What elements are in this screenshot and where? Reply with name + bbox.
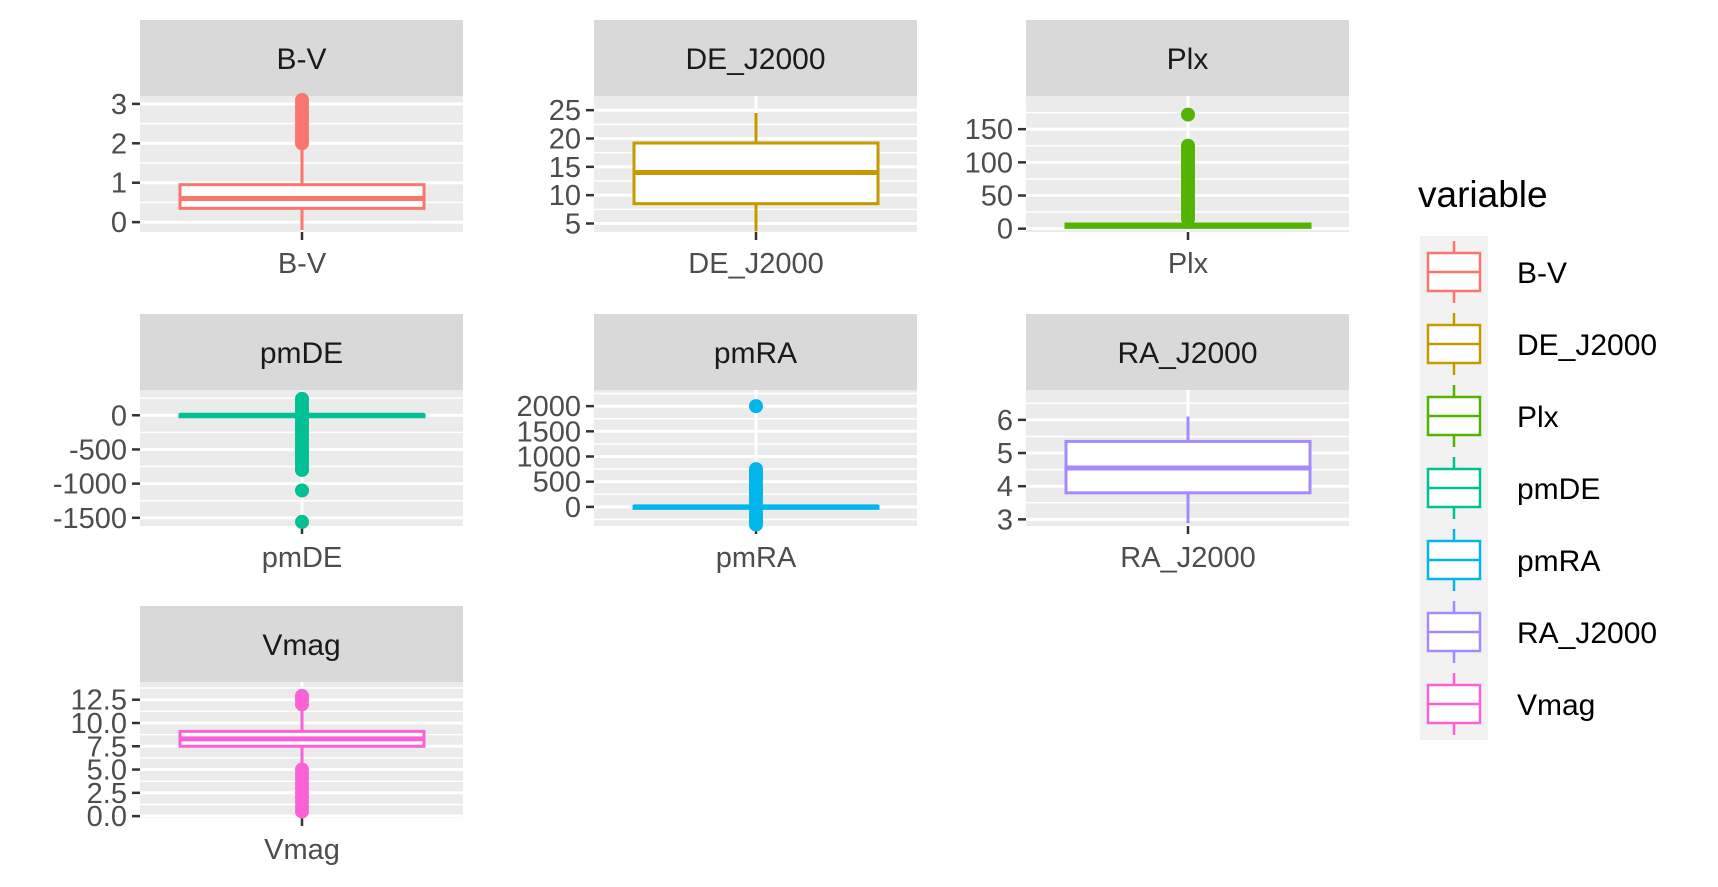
legend-item-ra-j2000: RA_J2000 — [1420, 596, 1657, 668]
legend-label: RA_J2000 — [1517, 617, 1657, 650]
y-tick-label: 0 — [111, 207, 127, 239]
outlier-point — [295, 514, 309, 529]
y-tick-label: 2000 — [516, 391, 581, 423]
legend: variable B-V DE_J2000 Plx pmDE pmRA RA_J2000 Vm… — [1418, 174, 1657, 740]
legend-label: Plx — [1517, 401, 1559, 434]
facet-strip — [140, 606, 463, 682]
y-tick-label: 4 — [997, 471, 1013, 503]
y-tick-label: 150 — [965, 114, 1013, 146]
y-tick-label: 5 — [565, 209, 581, 241]
legend-title: variable — [1418, 174, 1548, 215]
y-tick-label: 1 — [111, 168, 127, 200]
y-tick-label: 3 — [111, 89, 127, 121]
y-tick-label: 1000 — [516, 441, 581, 473]
y-tick-label: 1500 — [516, 416, 581, 448]
x-tick-label: pmRA — [716, 542, 797, 574]
y-tick-label: 25 — [549, 95, 581, 127]
y-tick-label: 20 — [549, 124, 581, 156]
x-tick-label: RA_J2000 — [1120, 542, 1255, 574]
legend-label: B-V — [1517, 257, 1567, 290]
facet-panel-vmag: Vmag 0.02.55.07.510.012.5 Vmag — [71, 606, 463, 866]
y-tick-label: 10.0 — [71, 708, 127, 740]
x-tick-label: Vmag — [264, 834, 340, 866]
y-tick-label: -1000 — [53, 469, 127, 501]
outlier-point — [749, 399, 763, 414]
y-tick-label: 6 — [997, 405, 1013, 437]
facet-strip-label: Vmag — [262, 629, 340, 662]
outlier-point — [295, 762, 309, 777]
outlier-point — [1181, 107, 1195, 122]
legend-item-pmra: pmRA — [1420, 524, 1600, 596]
outlier-point — [295, 391, 309, 406]
facet-strip — [594, 314, 917, 390]
y-tick-label: -500 — [69, 434, 127, 466]
outlier-point — [295, 483, 309, 498]
legend-label: Vmag — [1517, 689, 1595, 722]
x-tick-label: DE_J2000 — [688, 248, 823, 280]
facet-panel-b-v: B-V 0 1 2 3 B-V — [111, 20, 463, 280]
y-tick-label: 10 — [549, 180, 581, 212]
y-tick-label: 500 — [533, 467, 581, 499]
facet-strip-label: pmDE — [260, 337, 343, 370]
legend-item-plx: Plx — [1420, 380, 1559, 452]
x-tick-label: B-V — [278, 248, 327, 280]
y-tick-label: 50 — [981, 181, 1013, 213]
legend-item-de-j2000: DE_J2000 — [1420, 308, 1657, 380]
y-tick-label: -1500 — [53, 503, 127, 535]
y-tick-label: 5.0 — [87, 755, 127, 787]
facet-strip — [140, 20, 463, 96]
legend-item-vmag: Vmag — [1420, 668, 1595, 740]
outlier-point — [749, 462, 763, 477]
y-tick-label: 15 — [549, 152, 581, 184]
facet-strip — [1026, 20, 1349, 96]
x-tick-label: pmDE — [262, 542, 343, 574]
facet-strip-label: Plx — [1167, 43, 1209, 76]
y-tick-label: 0 — [565, 492, 581, 524]
y-tick-label: 100 — [965, 147, 1013, 179]
y-tick-label: 0.0 — [87, 801, 127, 833]
facet-strip — [140, 314, 463, 390]
y-tick-label: 12.5 — [71, 685, 127, 717]
outlier-point — [1181, 138, 1195, 153]
outlier-point — [749, 504, 763, 519]
facet-strip-label: B-V — [276, 43, 326, 76]
y-tick-label: 2.5 — [87, 778, 127, 810]
facet-strip-label: DE_J2000 — [685, 43, 825, 76]
facet-strip — [594, 20, 917, 96]
y-tick-label: 2 — [111, 128, 127, 160]
y-tick-label: 0 — [111, 400, 127, 432]
outlier-point — [295, 92, 309, 107]
y-tick-label: 7.5 — [87, 731, 127, 763]
facet-strip — [1026, 314, 1349, 390]
legend-item-pmde: pmDE — [1420, 452, 1600, 524]
y-tick-label: 5 — [997, 438, 1013, 470]
x-tick-label: Plx — [1168, 248, 1209, 280]
outlier-point — [295, 688, 309, 703]
legend-item-b-v: B-V — [1420, 236, 1567, 308]
facet-strip-label: pmRA — [714, 337, 797, 370]
y-tick-label: 3 — [997, 504, 1013, 536]
legend-label: DE_J2000 — [1517, 329, 1657, 362]
legend-label: pmDE — [1517, 473, 1600, 506]
facet-strip-label: RA_J2000 — [1117, 337, 1257, 370]
y-tick-label: 0 — [997, 214, 1013, 246]
legend-label: pmRA — [1517, 545, 1600, 578]
